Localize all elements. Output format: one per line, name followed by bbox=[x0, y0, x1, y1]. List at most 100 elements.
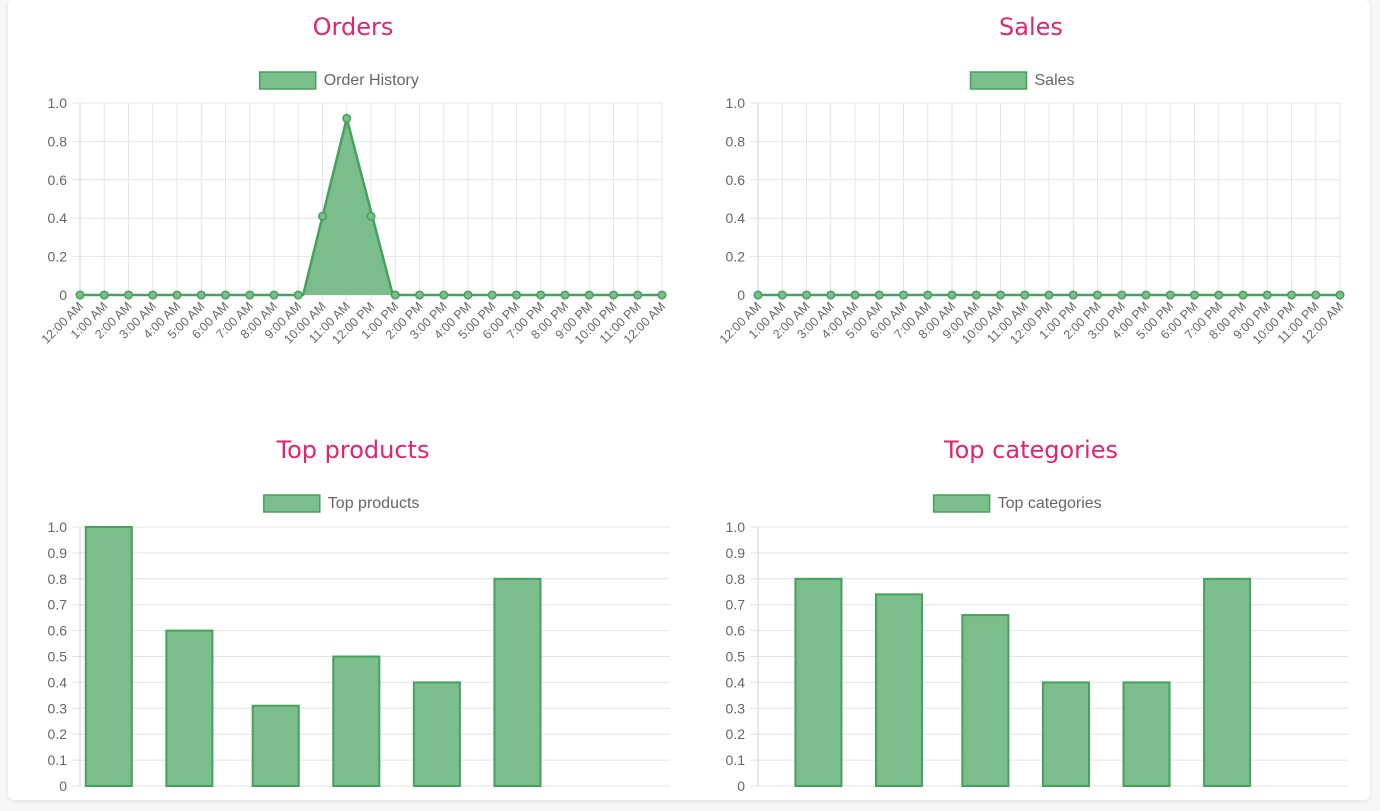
data-point bbox=[947, 290, 957, 300]
y-tick-label: 0 bbox=[59, 778, 67, 794]
y-tick-label: 0.6 bbox=[726, 172, 746, 188]
y-tick-label: 0 bbox=[737, 778, 745, 794]
data-point bbox=[269, 290, 279, 300]
data-point bbox=[511, 290, 522, 300]
data-point bbox=[971, 290, 981, 300]
legend-label: Top products bbox=[328, 495, 420, 512]
data-point bbox=[826, 290, 836, 300]
data-point bbox=[390, 290, 400, 300]
y-tick-label: 0.1 bbox=[48, 752, 68, 768]
data-point bbox=[342, 113, 352, 123]
data-point bbox=[801, 290, 812, 300]
top-products-chart: Top products 0 0.1 0.2 0.3 0.4 0.5 0.6 0.7 0.8 0.9… bbox=[48, 494, 670, 794]
data-point bbox=[1214, 290, 1224, 300]
data-point bbox=[1238, 290, 1248, 300]
bar bbox=[412, 681, 461, 787]
data-point bbox=[1044, 290, 1054, 300]
bar bbox=[794, 577, 843, 787]
bar bbox=[1041, 681, 1090, 787]
data-point bbox=[414, 290, 425, 300]
data-point bbox=[463, 290, 473, 300]
data-point bbox=[777, 290, 787, 300]
y-tick-label: 0.7 bbox=[48, 597, 68, 613]
legend-swatch bbox=[932, 494, 991, 513]
y-tick-label: 0.4 bbox=[48, 210, 68, 226]
y-tick-label: 0.5 bbox=[726, 649, 746, 665]
data-point bbox=[560, 290, 570, 300]
y-tick-label: 0.6 bbox=[48, 172, 68, 188]
data-point bbox=[1286, 290, 1297, 300]
dashboard-card bbox=[8, 0, 1370, 800]
data-point bbox=[1068, 290, 1078, 300]
y-tick-label: 0.8 bbox=[48, 133, 68, 149]
legend-swatch bbox=[969, 71, 1028, 90]
data-point bbox=[317, 211, 328, 221]
data-point bbox=[536, 290, 546, 300]
data-point bbox=[220, 290, 231, 300]
data-point bbox=[1020, 290, 1030, 300]
data-point bbox=[1262, 290, 1272, 300]
y-tick-label: 0.6 bbox=[48, 623, 68, 639]
data-point bbox=[293, 290, 303, 300]
y-tick-label: 0.9 bbox=[726, 545, 746, 561]
y-tick-label: 0.1 bbox=[726, 752, 746, 768]
data-point bbox=[1335, 290, 1345, 300]
legend-label: Top categories bbox=[998, 495, 1102, 512]
legend-label: Order History bbox=[324, 72, 419, 89]
data-point bbox=[172, 290, 182, 300]
bar bbox=[961, 614, 1010, 787]
data-point bbox=[366, 211, 376, 221]
y-tick-label: 0.4 bbox=[48, 674, 68, 690]
bar bbox=[875, 593, 924, 787]
data-point bbox=[487, 290, 497, 300]
data-point bbox=[898, 290, 909, 300]
bar bbox=[1203, 577, 1252, 787]
data-point bbox=[148, 290, 158, 300]
y-tick-label: 1.0 bbox=[726, 519, 746, 535]
y-tick-label: 0.2 bbox=[48, 249, 68, 265]
data-point bbox=[850, 290, 860, 300]
data-point bbox=[995, 290, 1006, 300]
y-tick-label: 0.3 bbox=[726, 700, 746, 716]
y-tick-label: 0.6 bbox=[726, 623, 746, 639]
y-tick-label: 0 bbox=[59, 287, 67, 303]
data-point bbox=[753, 290, 763, 300]
orders-chart-title: Orders bbox=[312, 13, 394, 41]
bar bbox=[165, 629, 214, 787]
y-tick-label: 0.7 bbox=[726, 597, 746, 613]
y-tick-label: 0 bbox=[737, 287, 745, 303]
data-point bbox=[584, 290, 594, 300]
data-point bbox=[196, 290, 206, 300]
y-tick-label: 0.8 bbox=[48, 571, 68, 587]
bar bbox=[332, 655, 381, 787]
y-tick-label: 0.3 bbox=[48, 700, 68, 716]
data-point bbox=[1189, 290, 1200, 300]
data-point bbox=[1311, 290, 1321, 300]
y-tick-label: 0.9 bbox=[48, 545, 68, 561]
y-tick-label: 1.0 bbox=[48, 519, 68, 535]
y-tick-label: 1.0 bbox=[726, 95, 746, 111]
top-categories-chart-title: Top categories bbox=[944, 436, 1118, 464]
data-point bbox=[123, 290, 134, 300]
data-point bbox=[1092, 290, 1103, 300]
sales-chart-title: Sales bbox=[999, 13, 1063, 41]
top-categories-chart: Top categories 0 0.1 0.2 0.3 0.4 0.5 0.6 0.7 0.8 0… bbox=[726, 494, 1348, 794]
data-point bbox=[439, 290, 449, 300]
data-point bbox=[245, 290, 255, 300]
area-fill bbox=[80, 118, 662, 295]
y-tick-label: 0.8 bbox=[726, 571, 746, 587]
y-tick-label: 0.8 bbox=[726, 133, 746, 149]
data-point bbox=[633, 290, 643, 300]
data-point bbox=[1165, 290, 1175, 300]
bar bbox=[251, 704, 300, 788]
data-point bbox=[1141, 290, 1151, 300]
y-tick-label: 1.0 bbox=[48, 95, 68, 111]
bar bbox=[493, 577, 542, 787]
y-tick-label: 0.4 bbox=[726, 210, 746, 226]
y-tick-label: 0.2 bbox=[726, 726, 746, 742]
data-point bbox=[923, 290, 933, 300]
legend-label: Sales bbox=[1035, 72, 1075, 89]
data-point bbox=[1117, 290, 1127, 300]
